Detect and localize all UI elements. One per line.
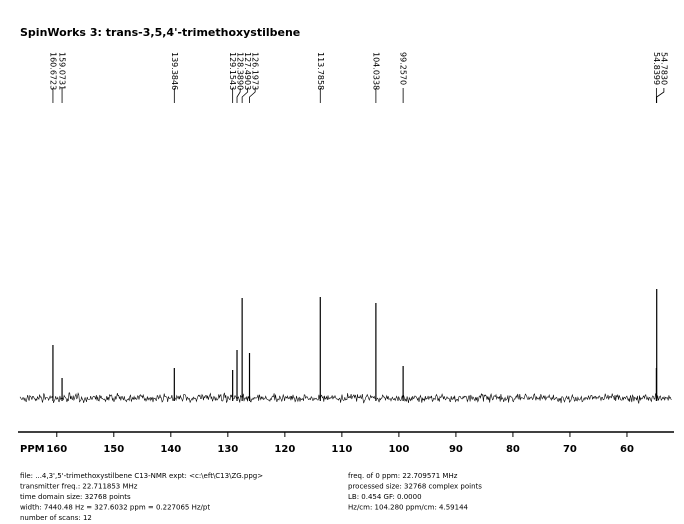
x-tick-label: 100 xyxy=(388,444,409,455)
x-tick-label: 70 xyxy=(563,444,577,455)
info-text: width: 7440.48 Hz = 327.6032 ppm = 0.227… xyxy=(20,504,210,512)
peak-label: 128.3890 xyxy=(236,52,245,90)
peak-label: 54.7830 xyxy=(659,52,668,85)
peak-label: 113.7858 xyxy=(316,52,325,90)
peak-label: 104.0338 xyxy=(371,52,380,90)
info-text: freq. of 0 ppm: 22.709571 MHz xyxy=(348,472,458,480)
info-text: time domain size: 32768 points xyxy=(20,493,131,501)
peak-label-leader xyxy=(236,88,241,103)
peak-label-leader xyxy=(241,88,249,103)
x-tick-label: 140 xyxy=(160,444,181,455)
x-tick-label: 60 xyxy=(620,444,634,455)
peak-label-leader xyxy=(249,88,256,103)
x-tick-label: 80 xyxy=(506,444,520,455)
info-text: Hz/cm: 104.280 ppm/cm: 4.59144 xyxy=(348,504,469,512)
peak-label: 99.2570 xyxy=(399,52,408,85)
peak-label: 129.1543 xyxy=(228,52,237,90)
x-tick-label: 120 xyxy=(274,444,295,455)
peak-label: 139.3846 xyxy=(170,52,179,90)
peak-label: 159.0731 xyxy=(58,52,67,90)
x-tick-label: 110 xyxy=(331,444,352,455)
chart-title: SpinWorks 3: trans-3,5,4'-trimethoxystil… xyxy=(20,26,300,39)
x-tick-label: 150 xyxy=(103,444,124,455)
info-text: transmitter freq.: 22.711853 MHz xyxy=(20,483,138,491)
peak-label-leader xyxy=(656,88,665,103)
x-tick-label: 130 xyxy=(217,444,238,455)
x-axis-label: PPM xyxy=(20,444,45,455)
info-text: processed size: 32768 complex points xyxy=(348,483,482,491)
peak-label: 54.8399 xyxy=(652,52,661,85)
x-tick-label: 160 xyxy=(46,444,67,455)
peak-label: 127.4903 xyxy=(243,52,252,90)
baseline-noise xyxy=(19,392,672,404)
peak-label: 126.1973 xyxy=(251,52,260,90)
info-text: LB: 0.454 GF: 0.0000 xyxy=(348,493,422,501)
info-text: number of scans: 12 xyxy=(20,514,92,522)
peak-label: 160.6723 xyxy=(48,52,57,90)
x-tick-label: 90 xyxy=(449,444,463,455)
info-text: file: ...4,3',5'-trimethoxystilbene C13-… xyxy=(20,472,263,480)
